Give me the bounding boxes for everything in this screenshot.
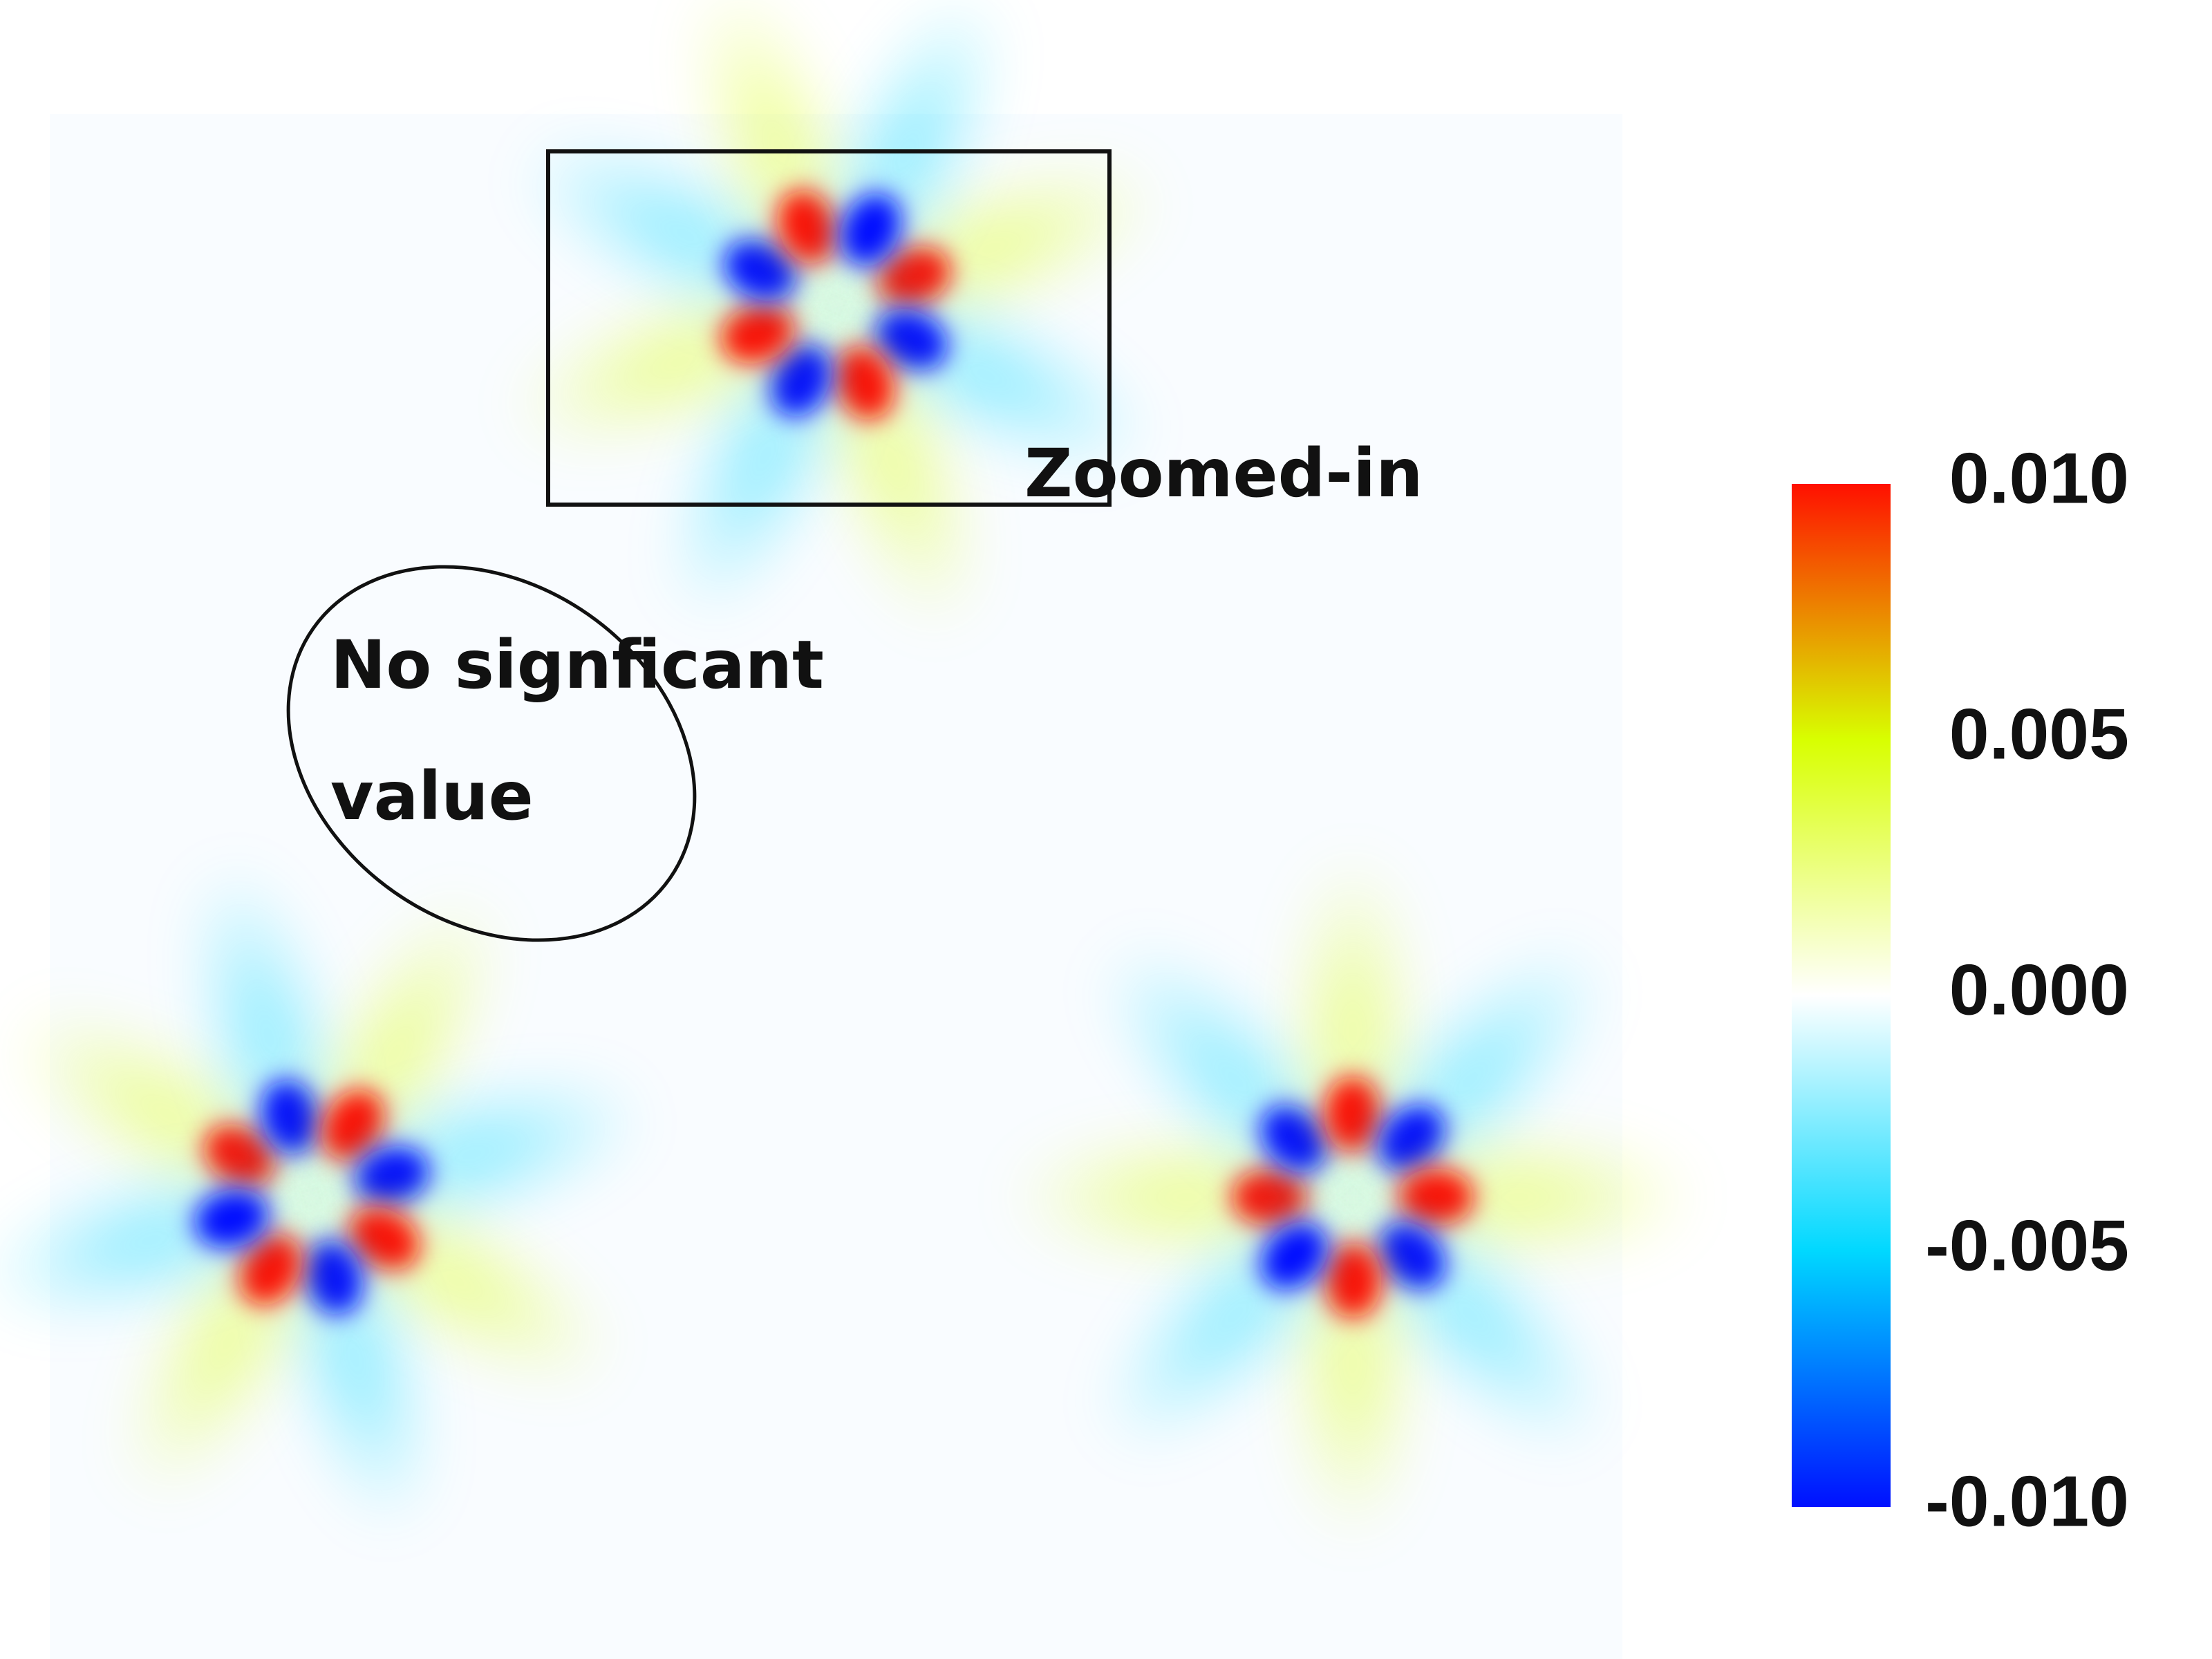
colorbar-tick-label: -0.005 (1925, 1206, 2129, 1286)
colorbar-tick-label: 0.000 (1949, 950, 2129, 1030)
colorbar-tick-label: 0.005 (1949, 694, 2129, 774)
colorbar-tick-label: -0.010 (1925, 1461, 2129, 1541)
zoom-label: Zoomed-in (1024, 435, 1423, 512)
no-value-ellipse (286, 565, 697, 942)
field-pattern (1007, 852, 1698, 1543)
colorbar-tick-label: 0.010 (1949, 438, 2129, 518)
colorbar-scale (1792, 484, 1891, 1507)
field-lobe (1260, 1221, 1329, 1290)
colorbar: 0.010 0.005 0.000 -0.005 -0.010 (1792, 438, 2129, 1541)
annotation: No signficant (330, 626, 824, 704)
annotation: value (330, 758, 534, 835)
field-pattern (0, 863, 646, 1532)
zoom-box (546, 149, 1112, 507)
field (0, 0, 1698, 1543)
field-pattern (509, 0, 1162, 631)
field-lobe (194, 1189, 270, 1249)
field-lobe (840, 193, 902, 267)
